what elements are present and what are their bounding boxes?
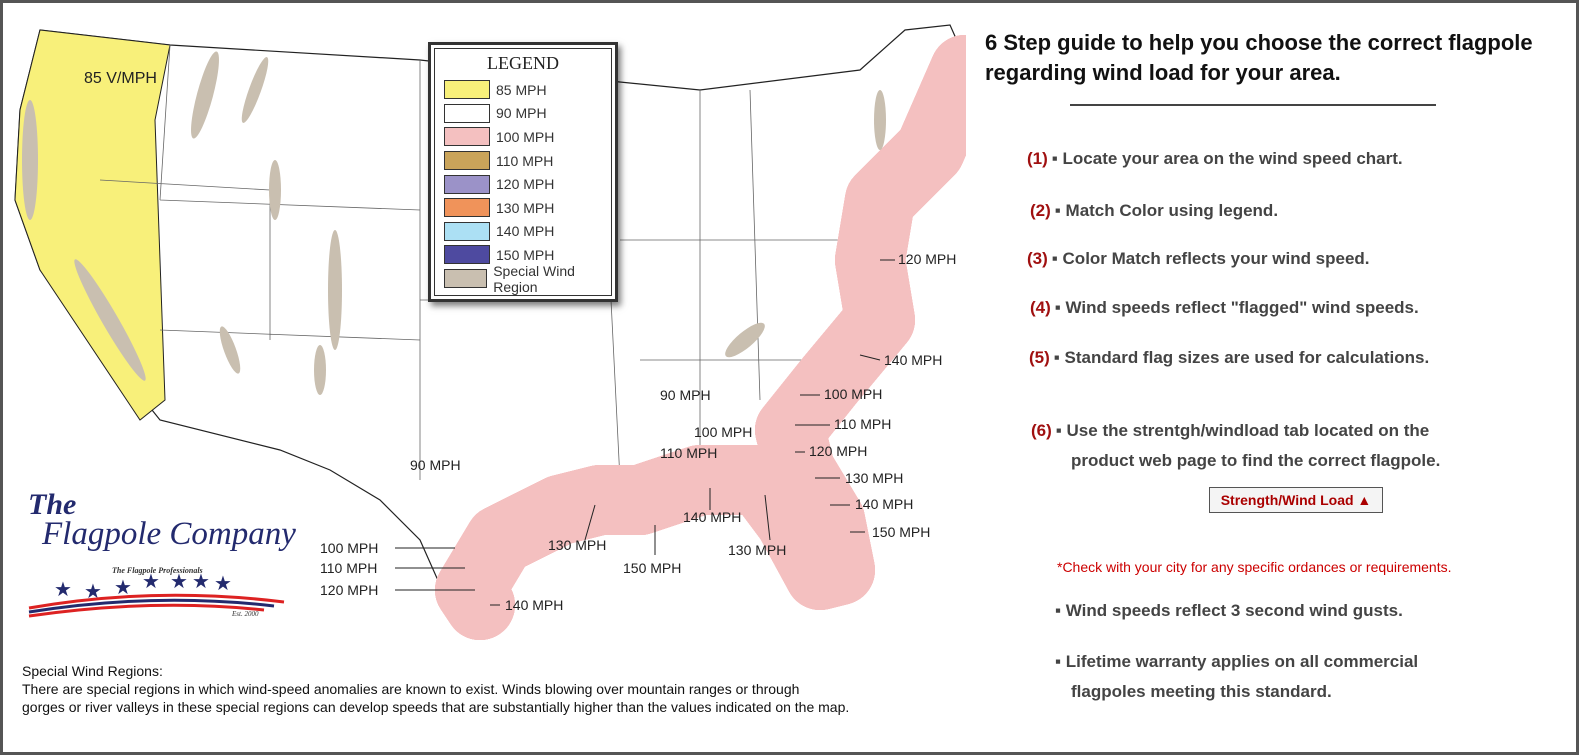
note-line1: There are special regions in which wind-… bbox=[22, 681, 800, 697]
legend-item: 150 MPH bbox=[431, 243, 615, 267]
legend-swatch bbox=[444, 103, 490, 123]
coastal-zones bbox=[435, 35, 966, 640]
special-wind-regions bbox=[22, 51, 886, 395]
legend-swatch bbox=[444, 151, 490, 171]
label-90-inland: 90 MPH bbox=[410, 457, 461, 473]
logo-line2: Flagpole Company bbox=[42, 516, 296, 552]
legend-label: 120 MPH bbox=[496, 176, 555, 193]
step-6-cont: product web page to find the correct fla… bbox=[1071, 451, 1441, 470]
step-1: (1) ▪ Locate your area on the wind speed … bbox=[1027, 149, 1403, 168]
bullet-warranty: ▪ Lifetime warranty applies on all comme… bbox=[1055, 652, 1419, 671]
svg-text:★: ★ bbox=[214, 573, 232, 595]
step-4: (4) ▪ Wind speeds reflect "flagged" wind … bbox=[1030, 298, 1419, 317]
svg-text:★: ★ bbox=[192, 572, 210, 593]
label-130-fl: 130 MPH bbox=[845, 470, 904, 486]
legend-label: 140 MPH bbox=[496, 223, 555, 240]
legend-item: 100 MPH bbox=[431, 125, 615, 149]
wind-speed-map bbox=[14, 24, 966, 640]
label-140-tx: 140 MPH bbox=[505, 597, 564, 613]
logo-tagline: The Flagpole Professionals bbox=[112, 566, 203, 575]
legend-label: 90 MPH bbox=[496, 105, 547, 122]
svg-text:★: ★ bbox=[170, 572, 188, 593]
step-5: (5) ▪ Standard flag sizes are used for ca… bbox=[1029, 348, 1430, 367]
label-110-tx: 110 MPH bbox=[320, 560, 378, 576]
svg-text:★: ★ bbox=[142, 572, 160, 593]
step-3: (3) ▪ Color Match reflects your wind spee… bbox=[1027, 249, 1370, 268]
label-110-east: 110 MPH bbox=[834, 416, 892, 432]
disclaimer: *Check with your city for any specific o… bbox=[1057, 559, 1452, 575]
label-100-gulf: 100 MPH bbox=[694, 424, 753, 440]
stars-stripes-icon: ★ ★ ★ ★ ★ ★ ★ bbox=[28, 572, 285, 618]
legend-label: Special Wind Region bbox=[493, 262, 575, 295]
label-150-la: 150 MPH bbox=[623, 560, 682, 576]
svg-text:★: ★ bbox=[54, 579, 72, 601]
legend-swatch bbox=[444, 127, 490, 147]
label-150-fl: 150 MPH bbox=[872, 524, 931, 540]
label-130-fl-west: 130 MPH bbox=[728, 542, 787, 558]
legend-label: 100 MPH bbox=[496, 128, 555, 145]
note-title: Special Wind Regions: bbox=[22, 663, 163, 679]
strength-wind-load-button[interactable]: Strength/Wind Load ▲ bbox=[1209, 487, 1383, 513]
legend-item: 130 MPH bbox=[431, 196, 615, 220]
step-6: (6) ▪ Use the strentgh/windload tab locat… bbox=[1031, 421, 1430, 440]
step-2: (2) ▪ Match Color using legend. bbox=[1030, 201, 1279, 220]
label-120-tx: 120 MPH bbox=[320, 582, 379, 598]
legend-swatch bbox=[444, 80, 490, 100]
company-logo: The Flagpole Company The Flagpole Profes… bbox=[24, 488, 296, 618]
legend-swatch bbox=[444, 174, 490, 194]
legend-swatch bbox=[444, 198, 490, 218]
guide-title: 6 Step guide to help you choose the corr… bbox=[985, 30, 1533, 85]
bullet-gusts: ▪ Wind speeds reflect 3 second wind gust… bbox=[1055, 601, 1403, 620]
legend-swatch bbox=[444, 269, 488, 289]
legend-item: 140 MPH bbox=[431, 220, 615, 244]
legend-label: 150 MPH bbox=[496, 246, 555, 263]
legend-item: Special Wind Region bbox=[431, 263, 615, 295]
legend-item: 120 MPH bbox=[431, 172, 615, 196]
logo-line1: The bbox=[28, 488, 77, 521]
special-regions-note: Special Wind Regions: There are special … bbox=[22, 662, 849, 716]
label-140-ms: 140 MPH bbox=[683, 509, 742, 525]
bullet-warranty-cont: flagpoles meeting this standard. bbox=[1071, 682, 1332, 701]
logo-est: Est. 2000 bbox=[232, 610, 259, 618]
legend-item: 110 MPH bbox=[431, 149, 615, 173]
legend-title: LEGEND bbox=[487, 53, 559, 73]
label-120-east: 120 MPH bbox=[898, 251, 957, 267]
legend-swatch bbox=[444, 221, 490, 241]
label-85: 85 V/MPH bbox=[84, 70, 157, 87]
legend-item: 90 MPH bbox=[431, 102, 615, 126]
label-140-fl: 140 MPH bbox=[855, 496, 914, 512]
label-130-la: 130 MPH bbox=[548, 537, 607, 553]
label-120-fl: 120 MPH bbox=[809, 443, 868, 459]
legend-swatch bbox=[444, 245, 490, 265]
label-110-gulf: 110 MPH bbox=[660, 445, 718, 461]
map-legend: LEGEND 85 MPH 90 MPH 100 MPH 110 MPH 120 MPH… bbox=[428, 42, 618, 302]
legend-item: 85 MPH bbox=[431, 78, 615, 102]
legend-label: 110 MPH bbox=[496, 152, 554, 169]
svg-text:★: ★ bbox=[114, 577, 132, 599]
label-100-east: 100 MPH bbox=[824, 386, 883, 402]
divider bbox=[1070, 104, 1436, 106]
zone-85-west-coast bbox=[14, 29, 171, 421]
legend-label: 85 MPH bbox=[496, 81, 547, 98]
legend-label: 130 MPH bbox=[496, 199, 555, 216]
label-90-gulf: 90 MPH bbox=[660, 387, 711, 403]
note-line2: gorges or river valleys in these special… bbox=[22, 699, 850, 715]
label-100-tx: 100 MPH bbox=[320, 540, 379, 556]
label-140-east: 140 MPH bbox=[884, 352, 943, 368]
leader-lines bbox=[395, 259, 895, 606]
